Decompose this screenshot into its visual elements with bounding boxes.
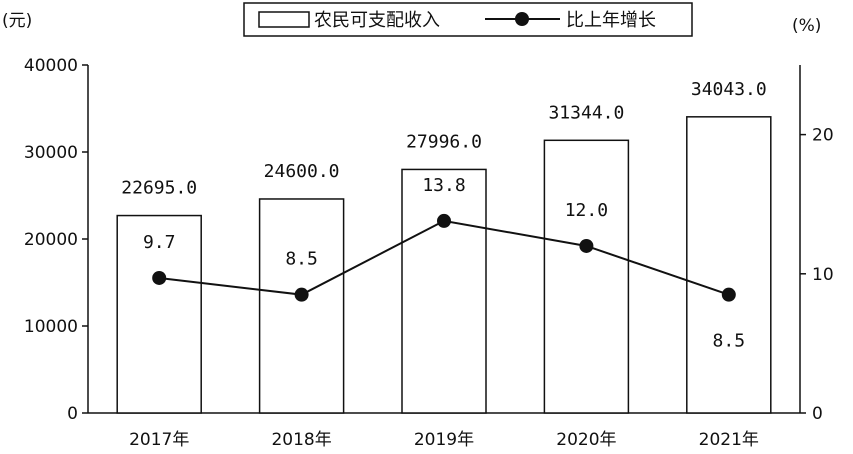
income-value-label: 27996.0 (406, 131, 482, 152)
income-bar (401, 168, 487, 414)
legend: 农民可支配收入 比上年增长 (243, 2, 693, 37)
income-value-label: 22695.0 (121, 178, 197, 199)
left-axis-ticks: 0 10000 20000 30000 40000 (24, 56, 88, 424)
legend-bar-label: 农民可支配收入 (314, 10, 440, 31)
growth-point (579, 238, 594, 253)
x-tick-label: 2020年 (556, 430, 616, 450)
income-value-label: 31344.0 (548, 102, 624, 123)
growth-value-label: 8.5 (713, 331, 746, 352)
growth-value-label: 13.8 (422, 175, 465, 196)
right-tick-label: 10 (812, 265, 834, 285)
legend-box (243, 2, 693, 37)
left-axis-unit: (元) (2, 11, 32, 31)
income-bar (116, 214, 202, 414)
growth-point (294, 287, 309, 302)
bar-series (116, 116, 772, 414)
bar-value-labels: 22695.0 24600.0 27996.0 31344.0 34043.0 (121, 79, 766, 199)
income-bar (258, 198, 345, 414)
growth-point (721, 287, 736, 302)
legend-line-marker (515, 12, 529, 26)
left-tick-label: 20000 (24, 230, 78, 250)
growth-value-label: 8.5 (285, 249, 318, 270)
growth-point (152, 270, 167, 285)
left-tick-label: 30000 (24, 143, 78, 163)
growth-point (437, 213, 451, 228)
x-tick-label: 2017年 (129, 430, 189, 450)
left-tick-label: 40000 (24, 56, 78, 76)
right-tick-label: 0 (812, 404, 823, 424)
income-bar (686, 116, 772, 414)
left-tick-label: 0 (67, 404, 78, 424)
right-axis-ticks: 0 10 20 (800, 126, 834, 424)
growth-value-label: 9.7 (143, 232, 176, 253)
right-tick-label: 20 (812, 126, 834, 146)
growth-line-series: 9.7 8.5 13.8 12.0 8.5 (143, 175, 745, 352)
income-value-label: 24600.0 (264, 161, 340, 182)
income-bar (543, 139, 630, 414)
growth-value-label: 12.0 (565, 200, 608, 221)
legend-bar-swatch (258, 11, 310, 28)
left-tick-label: 10000 (24, 317, 78, 337)
x-tick-label: 2018年 (271, 430, 331, 450)
right-axis-unit: (%) (792, 16, 821, 36)
x-tick-label: 2019年 (414, 430, 474, 450)
income-value-label: 34043.0 (691, 79, 767, 100)
x-tick-label: 2021年 (699, 430, 759, 450)
x-axis-labels: 2017年 2018年 2019年 2020年 2021年 (129, 430, 759, 450)
legend-line-label: 比上年增长 (566, 10, 656, 31)
